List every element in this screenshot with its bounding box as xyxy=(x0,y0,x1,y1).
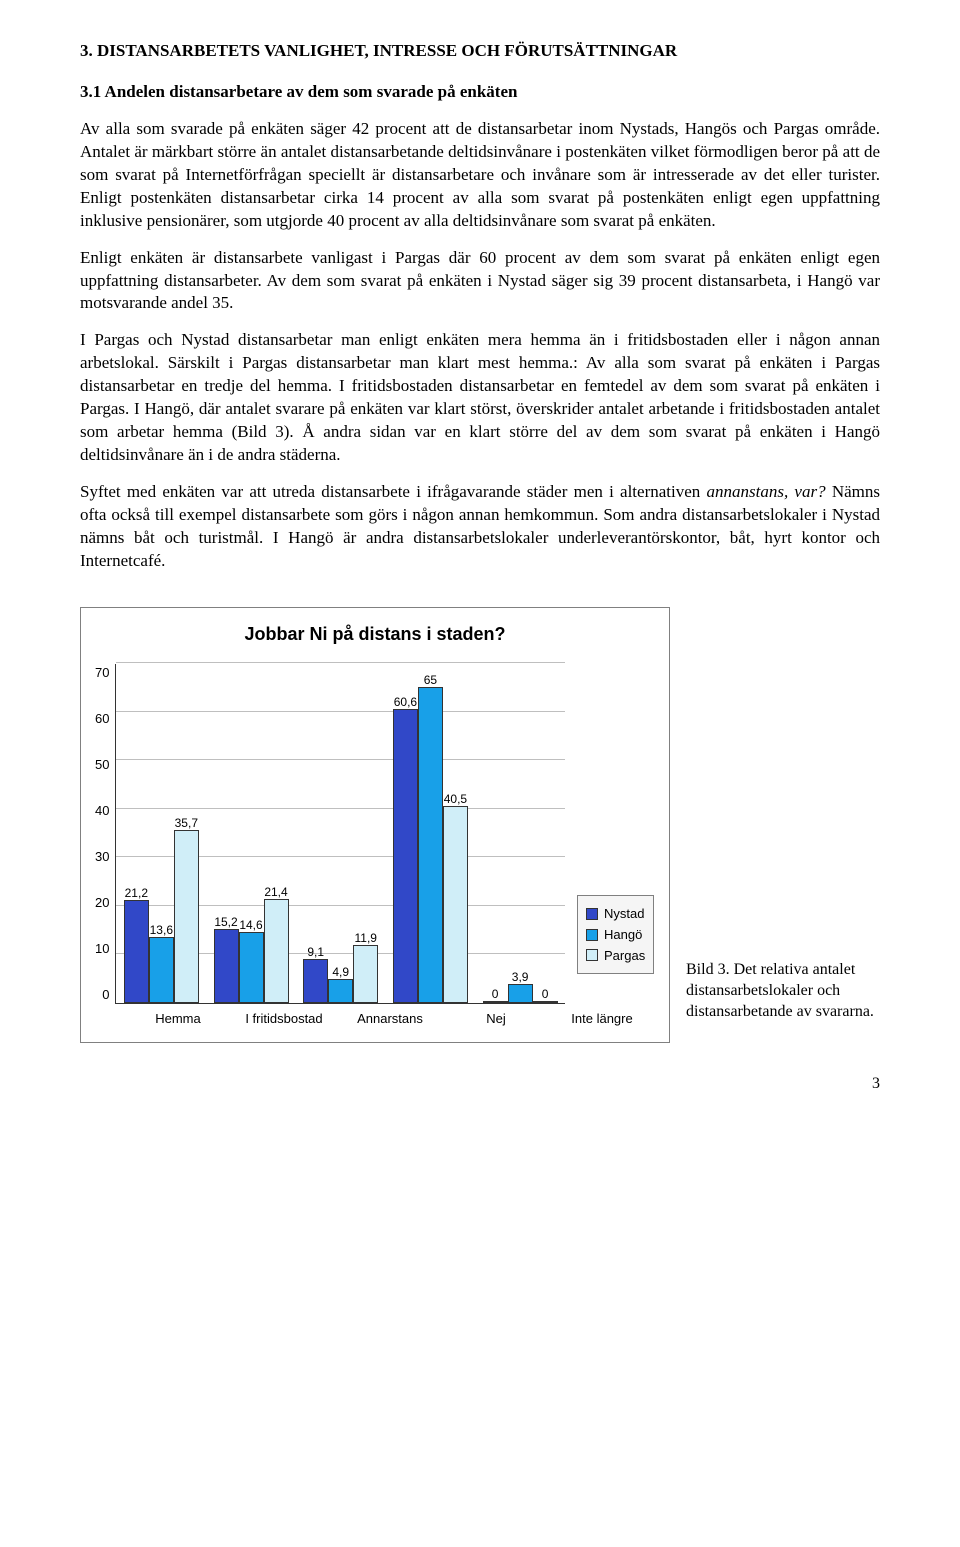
legend-item-hango: Hangö xyxy=(586,926,645,944)
bar: 0 xyxy=(483,1001,508,1003)
legend-swatch xyxy=(586,949,598,961)
bar-groups: 21,213,635,715,214,621,49,14,911,960,665… xyxy=(116,664,565,1003)
bar: 35,7 xyxy=(174,830,199,1003)
bar-value-label: 11,9 xyxy=(354,930,376,946)
legend-swatch xyxy=(586,929,598,941)
bar-value-label: 3,9 xyxy=(512,969,529,985)
figure-row: Jobbar Ni på distans i staden? 70 60 50 … xyxy=(80,587,880,1043)
bar-value-label: 14,6 xyxy=(239,917,262,933)
bar-group: 60,66540,5 xyxy=(386,664,476,1003)
plot-area: 21,213,635,715,214,621,49,14,911,960,665… xyxy=(115,664,565,1004)
bar: 15,2 xyxy=(214,929,239,1003)
bar-group: 03,90 xyxy=(475,664,565,1003)
bar: 4,9 xyxy=(328,979,353,1003)
bar: 21,4 xyxy=(264,899,289,1003)
legend-swatch xyxy=(586,908,598,920)
y-tick: 40 xyxy=(95,802,109,820)
x-axis-labels: Hemma I fritidsbostad Annarstans Nej Int… xyxy=(125,1004,655,1028)
bar: 65 xyxy=(418,687,443,1003)
paragraph-4-a: Syftet med enkäten var att utreda distan… xyxy=(80,482,707,501)
bar: 9,1 xyxy=(303,959,328,1003)
paragraph-4: Syftet med enkäten var att utreda distan… xyxy=(80,481,880,573)
section-heading: 3. DISTANSARBETETS VANLIGHET, INTRESSE O… xyxy=(80,40,880,63)
bar: 3,9 xyxy=(508,984,533,1003)
bar-group: 15,214,621,4 xyxy=(206,664,296,1003)
bar-value-label: 9,1 xyxy=(307,944,324,960)
y-axis: 70 60 50 40 30 20 10 0 xyxy=(95,664,115,1004)
y-tick: 30 xyxy=(95,848,109,866)
figure-caption: Bild 3. Det relativa antalet distansarbe… xyxy=(686,960,880,1042)
chart-title: Jobbar Ni på distans i staden? xyxy=(95,622,655,646)
legend-holder: Nystad Hangö Pargas xyxy=(565,664,655,1004)
y-tick: 50 xyxy=(95,756,109,774)
bar-value-label: 35,7 xyxy=(175,815,198,831)
page-number: 3 xyxy=(80,1073,880,1095)
y-tick: 0 xyxy=(102,986,109,1004)
paragraph-1: Av alla som svarade på enkäten säger 42 … xyxy=(80,118,880,233)
paragraph-2: Enligt enkäten är distansarbete vanligas… xyxy=(80,247,880,316)
legend-label: Nystad xyxy=(604,905,644,923)
x-label: Hemma xyxy=(125,1004,231,1028)
bar-value-label: 13,6 xyxy=(150,922,173,938)
y-tick: 10 xyxy=(95,940,109,958)
subsection-heading: 3.1 Andelen distansarbetare av dem som s… xyxy=(80,81,880,104)
x-label: Annarstans xyxy=(337,1004,443,1028)
bar-value-label: 21,4 xyxy=(264,884,287,900)
bar-value-label: 60,6 xyxy=(394,694,417,710)
paragraph-3: I Pargas och Nystad distansarbetar man e… xyxy=(80,329,880,467)
chart-body: 70 60 50 40 30 20 10 0 21,213,635,715,21… xyxy=(95,664,655,1004)
bar-value-label: 40,5 xyxy=(444,791,467,807)
bar-value-label: 21,2 xyxy=(125,885,148,901)
x-label: I fritidsbostad xyxy=(231,1004,337,1028)
bar-value-label: 65 xyxy=(424,672,437,688)
bar-value-label: 0 xyxy=(542,986,549,1002)
bar: 40,5 xyxy=(443,806,468,1003)
bar: 0 xyxy=(533,1001,558,1003)
y-tick: 70 xyxy=(95,664,109,682)
y-tick: 60 xyxy=(95,710,109,728)
gridline xyxy=(116,662,565,663)
bar-group: 21,213,635,7 xyxy=(116,664,206,1003)
bar: 60,6 xyxy=(393,709,418,1003)
paragraph-4-italic: annanstans, var? xyxy=(707,482,826,501)
x-label: Nej xyxy=(443,1004,549,1028)
chart-container: Jobbar Ni på distans i staden? 70 60 50 … xyxy=(80,607,670,1043)
y-tick: 20 xyxy=(95,894,109,912)
bar-group: 9,14,911,9 xyxy=(296,664,386,1003)
x-label: Inte längre xyxy=(549,1004,655,1028)
bar-value-label: 15,2 xyxy=(214,914,237,930)
bar-value-label: 0 xyxy=(492,986,499,1002)
legend-label: Pargas xyxy=(604,947,645,965)
legend-item-nystad: Nystad xyxy=(586,905,645,923)
legend-item-pargas: Pargas xyxy=(586,947,645,965)
bar: 11,9 xyxy=(353,945,378,1003)
legend-label: Hangö xyxy=(604,926,642,944)
bar: 13,6 xyxy=(149,937,174,1003)
bar-value-label: 4,9 xyxy=(332,964,349,980)
legend: Nystad Hangö Pargas xyxy=(577,895,654,974)
bar: 14,6 xyxy=(239,932,264,1003)
bar: 21,2 xyxy=(124,900,149,1003)
